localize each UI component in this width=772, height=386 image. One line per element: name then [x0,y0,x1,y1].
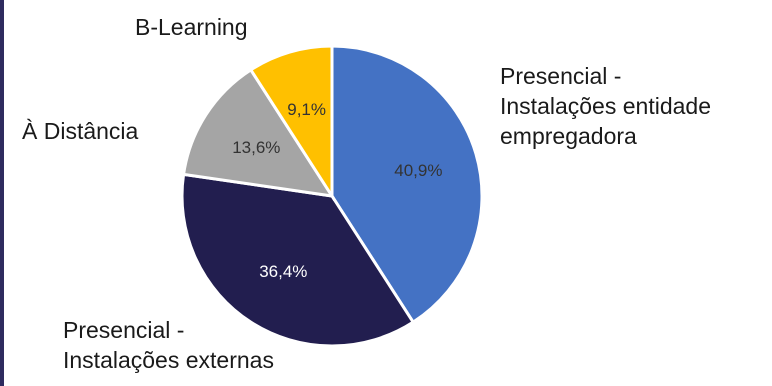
pie-slice-presencial-externas [180,172,416,348]
label-presencial-entidade: Presencial - Instalações entidade empreg… [500,63,711,149]
label-presencial-externas: Presencial - Instalações externas [63,317,274,373]
pie-slice-a-distancia [181,67,336,198]
pie-slice-b-learning [248,44,334,202]
label-a-distancia: À Distância [22,118,139,144]
data-label-presencial-externas: 36,4% [259,262,307,281]
data-label-a-distancia: 13,6% [232,138,280,157]
data-label-presencial-entidade: 40,9% [394,161,442,180]
frame-left-border [0,0,4,386]
data-label-b-learning: 9,1% [287,100,326,119]
label-b-learning: B-Learning [135,14,248,40]
